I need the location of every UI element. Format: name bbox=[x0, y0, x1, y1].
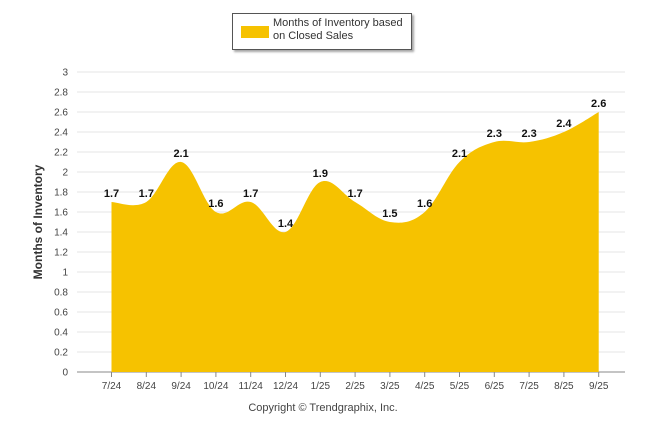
x-axis-ticks: 7/24 8/24 9/24 10/24 11/24 12/24 1/25 2/25 3/25 4… bbox=[102, 372, 609, 392]
x-tick-label: 12/24 bbox=[273, 381, 298, 392]
series-area bbox=[111, 112, 599, 372]
x-tick-label: 7/24 bbox=[102, 381, 122, 392]
copyright-footer: Copyright © Trendgraphix, Inc. bbox=[248, 402, 398, 414]
data-label: 2.1 bbox=[452, 148, 467, 160]
data-label: 1.5 bbox=[382, 208, 397, 220]
y-tick-label: 1.4 bbox=[54, 228, 68, 239]
x-tick-label: 7/25 bbox=[519, 381, 539, 392]
y-tick-label: 0.6 bbox=[54, 308, 68, 319]
data-label: 2.1 bbox=[173, 148, 188, 160]
y-axis-ticks: 0 0.2 0.4 0.6 0.8 1 1.2 1.4 1.6 1.8 2 2.2 2.4 2.6 2.8 3 bbox=[54, 68, 68, 379]
x-tick-label: 9/25 bbox=[589, 381, 609, 392]
data-label: 1.6 bbox=[417, 198, 432, 210]
data-labels: 1.7 1.7 2.1 1.6 1.7 1.4 1.9 1.7 1.5 1.6 2.1 2.3 2.3 2… bbox=[104, 98, 606, 230]
x-tick-label: 11/24 bbox=[239, 381, 264, 392]
y-tick-label: 1 bbox=[62, 268, 68, 279]
legend-label-line2: on Closed Sales bbox=[273, 30, 354, 42]
legend-swatch bbox=[241, 26, 269, 38]
data-label: 1.7 bbox=[243, 188, 258, 200]
legend-label: Months of Inventory based on Closed Sale… bbox=[273, 17, 409, 43]
chart-legend: Months of Inventory based on Closed Sale… bbox=[232, 13, 412, 50]
x-tick-label: 5/25 bbox=[450, 381, 470, 392]
data-area bbox=[111, 112, 599, 372]
y-tick-label: 1.8 bbox=[54, 188, 68, 199]
y-tick-label: 2.2 bbox=[54, 148, 68, 159]
data-label: 1.6 bbox=[208, 198, 223, 210]
legend-label-line1: Months of Inventory based bbox=[273, 17, 403, 29]
data-label: 2.4 bbox=[556, 118, 572, 130]
data-label: 1.7 bbox=[104, 188, 119, 200]
data-label: 1.7 bbox=[347, 188, 362, 200]
data-label: 2.3 bbox=[521, 128, 536, 140]
data-label: 2.3 bbox=[487, 128, 502, 140]
x-tick-label: 9/24 bbox=[171, 381, 191, 392]
y-tick-label: 2.6 bbox=[54, 108, 68, 119]
x-tick-label: 2/25 bbox=[345, 381, 365, 392]
x-tick-label: 6/25 bbox=[485, 381, 505, 392]
y-tick-label: 0 bbox=[62, 368, 68, 379]
data-label: 1.4 bbox=[278, 218, 294, 230]
y-tick-label: 0.2 bbox=[54, 348, 68, 359]
y-tick-label: 1.6 bbox=[54, 208, 68, 219]
y-tick-label: 2.8 bbox=[54, 88, 68, 99]
x-tick-label: 4/25 bbox=[415, 381, 435, 392]
x-tick-label: 1/25 bbox=[311, 381, 331, 392]
y-tick-label: 2.4 bbox=[54, 128, 68, 139]
y-tick-label: 3 bbox=[62, 68, 68, 79]
y-tick-label: 0.4 bbox=[54, 328, 68, 339]
data-label: 1.9 bbox=[313, 168, 328, 180]
y-tick-label: 1.2 bbox=[54, 248, 68, 259]
x-tick-label: 8/24 bbox=[137, 381, 157, 392]
x-tick-label: 10/24 bbox=[203, 381, 228, 392]
y-tick-label: 2 bbox=[62, 168, 68, 179]
y-axis-title: Months of Inventory bbox=[31, 164, 45, 279]
x-tick-label: 8/25 bbox=[554, 381, 574, 392]
y-tick-label: 0.8 bbox=[54, 288, 68, 299]
x-tick-label: 3/25 bbox=[380, 381, 400, 392]
data-label: 2.6 bbox=[591, 98, 606, 110]
data-label: 1.7 bbox=[139, 188, 154, 200]
